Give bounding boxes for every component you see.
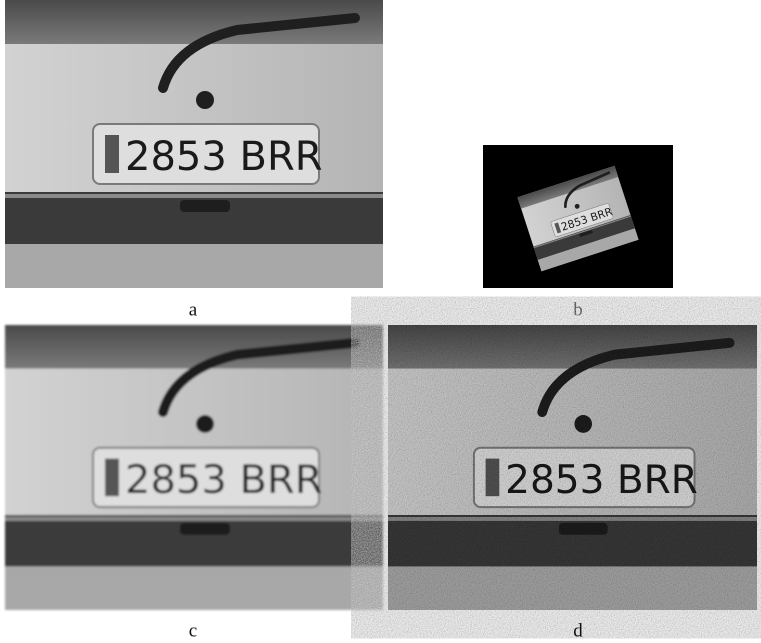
knob — [196, 91, 214, 109]
figure: 2853 BRR a 2853 BRR b 2853 BRR c 2853 BRR d — [0, 0, 761, 643]
bumper-highlight — [5, 517, 383, 521]
knob — [196, 415, 214, 433]
plate-text: 2853 BRR — [125, 457, 322, 503]
bumper — [5, 515, 383, 566]
plate-band — [105, 135, 119, 173]
image-panel: 2853 BRR — [5, 0, 383, 288]
bumper-highlight — [5, 194, 383, 198]
bumper — [5, 192, 383, 244]
panel-label: d — [573, 620, 583, 641]
image-panel: 2853 BRR — [483, 145, 673, 288]
handle — [180, 523, 230, 535]
plate-band — [105, 459, 119, 497]
panel-label: c — [189, 620, 197, 641]
panel-label: a — [189, 299, 198, 320]
image-panel: 2853 BRR — [5, 325, 383, 610]
lower-stripe — [5, 566, 383, 610]
plate-band — [486, 459, 500, 497]
lower-stripe — [388, 566, 757, 610]
car-image: 2853 BRR — [5, 0, 383, 288]
image-panel: 2853 BRR — [388, 325, 757, 610]
plate-text: 2853 BRR — [505, 458, 698, 503]
plate-text: 2853 BRR — [125, 134, 323, 180]
bumper-highlight — [388, 517, 757, 521]
car-image: 2853 BRR — [5, 325, 383, 610]
lower-stripe — [5, 244, 383, 288]
bumper — [388, 515, 757, 566]
car-image: 2853 BRR — [388, 325, 757, 610]
knob — [574, 415, 592, 433]
handle — [559, 523, 608, 535]
handle — [180, 200, 230, 212]
panel-label: b — [573, 299, 583, 320]
